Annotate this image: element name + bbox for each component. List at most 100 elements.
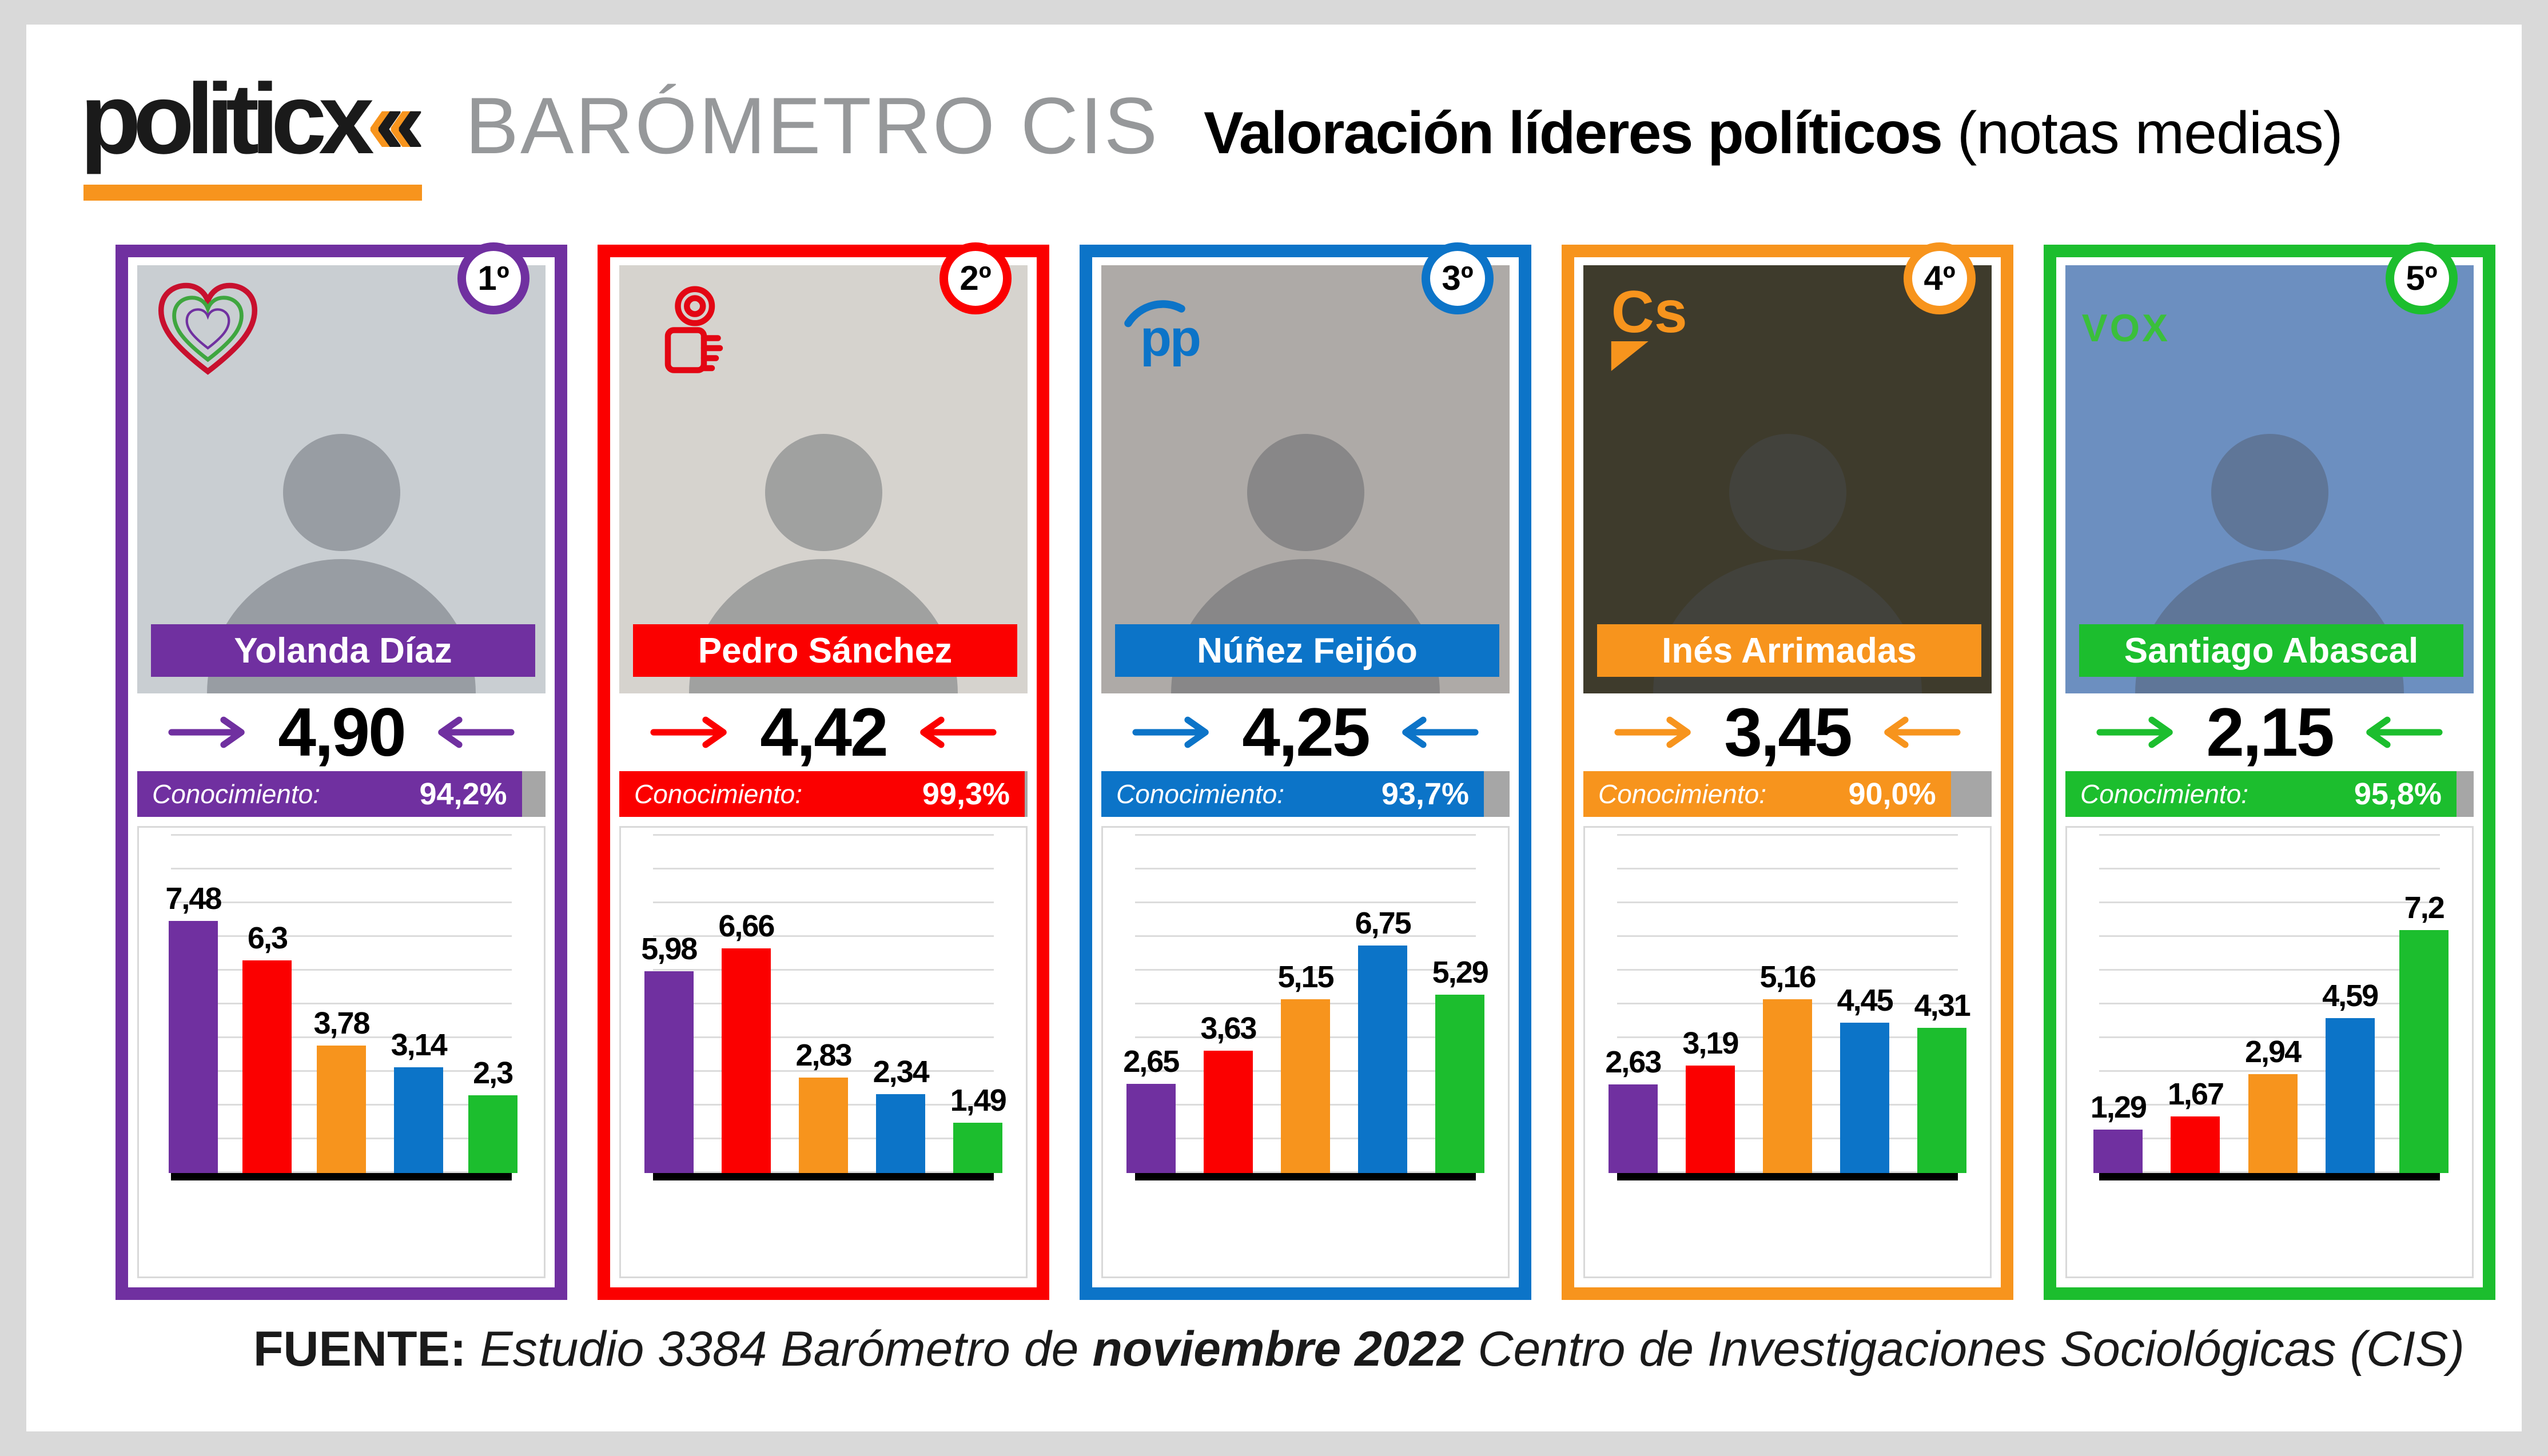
leader-card-yolanda-diaz: 1º Yolanda Díaz 4,90: [116, 242, 567, 1300]
leader-name: Santiago Abascal: [2124, 631, 2419, 671]
bar: [1608, 1084, 1658, 1173]
rank-badge: 5º: [2386, 242, 2458, 314]
bar-group: 3,14: [391, 1027, 448, 1173]
kicker-title: BARÓMETRO CIS: [465, 81, 1160, 170]
conocimiento-bar: Conocimiento: 99,3%: [619, 771, 1028, 817]
chart-plot: 2,63 3,19 5,16 4,45 4,31: [1605, 833, 1971, 1180]
bar-value-label: 2,83: [795, 1038, 852, 1072]
bar-group: 7,48: [165, 881, 222, 1173]
score-row: 3,45: [1574, 696, 2001, 769]
bar: [1840, 1023, 1890, 1173]
bar-group: 3,63: [1200, 1011, 1257, 1173]
rank-label: 3º: [1442, 259, 1474, 297]
leader-card-nunez-feijoo: 3º pp Núñez Feijóo 4,25: [1080, 242, 1531, 1300]
bar-value-label: 7,2: [2404, 891, 2445, 925]
rank-label: 5º: [2406, 259, 2438, 297]
header: politicx« BARÓMETRO CIS Valoración líder…: [80, 69, 2499, 201]
bar: [2325, 1018, 2375, 1173]
bar: [1763, 999, 1812, 1173]
bar-group: 2,65: [1123, 1044, 1180, 1173]
bar-value-label: 2,3: [473, 1056, 513, 1090]
source-text-1: Estudio 3384 Barómetro de: [480, 1322, 1079, 1377]
leader-card-santiago-abascal: 5º VOX Santiago Abascal 2,15: [2044, 242, 2495, 1300]
vox-logo-icon: VOX: [2080, 280, 2192, 380]
score-row: 2,15: [2056, 696, 2483, 769]
bar: [1281, 999, 1330, 1173]
bar: [2248, 1074, 2298, 1173]
bar-group: 5,98: [641, 931, 698, 1173]
conocimiento-value: 94,2%: [419, 777, 507, 811]
chevrons-left-icon: «: [374, 70, 425, 173]
score-value: 3,45: [1724, 694, 1853, 771]
mini-bar-chart: 2,65 3,63 5,15 6,75 5,29: [1101, 826, 1510, 1278]
bar: [242, 960, 292, 1173]
bar-value-label: 1,67: [2167, 1077, 2224, 1111]
bar: [2171, 1116, 2220, 1173]
arrow-left-icon: [1402, 716, 1479, 748]
mini-bar-chart: 5,98 6,66 2,83 2,34 1,49: [619, 826, 1028, 1278]
bar: [953, 1123, 1003, 1173]
bar: [644, 971, 694, 1173]
conocimiento-fill: Conocimiento: 95,8%: [2065, 771, 2457, 817]
bar-value-label: 4,59: [2322, 979, 2379, 1013]
bars-container: 1,29 1,67 2,94 4,59 7,2: [2091, 833, 2449, 1173]
bar-group: 1,29: [2091, 1090, 2147, 1173]
page-title-suffix: (notas medias): [1957, 100, 2343, 166]
page-title-bold: Valoración líderes políticos: [1204, 100, 1943, 166]
bar-value-label: 5,98: [641, 932, 698, 966]
mini-bar-chart: 7,48 6,3 3,78 3,14 2,3: [137, 826, 546, 1278]
score-value: 4,90: [278, 694, 407, 771]
bar-group: 4,59: [2322, 978, 2379, 1173]
score-row: 4,42: [610, 696, 1037, 769]
leader-cards-row: 1º Yolanda Díaz 4,90: [116, 242, 2495, 1300]
bar-value-label: 4,45: [1837, 983, 1894, 1018]
chart-plot: 7,48 6,3 3,78 3,14 2,3: [165, 833, 517, 1180]
arrow-right-icon: [650, 716, 727, 748]
bar: [168, 921, 218, 1173]
bar: [1685, 1066, 1735, 1173]
leader-card-ines-arrimadas: 4º Cs Inés Arrimadas 3,45: [1562, 242, 2013, 1300]
leader-card-pedro-sanchez: 2º Pedro Sánchez 4,42: [598, 242, 1049, 1300]
bar: [1917, 1028, 1967, 1173]
bar-group: 4,45: [1837, 983, 1894, 1173]
rank-label: 1º: [477, 259, 509, 297]
arrow-right-icon: [1614, 716, 1691, 748]
conocimiento-label: Conocimiento:: [1598, 779, 1767, 809]
bar-value-label: 2,65: [1123, 1044, 1180, 1079]
pp-logo-icon: pp: [1116, 280, 1228, 380]
rank-label: 4º: [1924, 259, 1956, 297]
bar-value-label: 1,49: [950, 1083, 1007, 1118]
bar: [876, 1094, 926, 1173]
conocimiento-label: Conocimiento:: [1116, 779, 1285, 809]
score-value: 4,25: [1242, 694, 1371, 771]
conocimiento-label: Conocimiento:: [2080, 779, 2249, 809]
canvas: politicx« BARÓMETRO CIS Valoración líder…: [26, 25, 2522, 1431]
bar-value-label: 3,19: [1682, 1026, 1739, 1060]
bar-value-label: 5,15: [1277, 960, 1334, 994]
bar-value-label: 6,75: [1355, 906, 1412, 940]
chart-plot: 1,29 1,67 2,94 4,59 7,2: [2091, 833, 2449, 1180]
bar-value-label: 3,63: [1200, 1011, 1257, 1046]
bar-group: 6,75: [1355, 905, 1412, 1173]
arrow-left-icon: [920, 716, 997, 748]
bar-group: 5,15: [1277, 959, 1335, 1173]
conocimiento-bar: Conocimiento: 93,7%: [1101, 771, 1510, 817]
bar-value-label: 4,31: [1914, 988, 1971, 1023]
conocimiento-bar: Conocimiento: 95,8%: [2065, 771, 2474, 817]
conocimiento-fill: Conocimiento: 93,7%: [1101, 771, 1484, 817]
bar-group: 6,3: [242, 920, 292, 1173]
bar: [1358, 946, 1408, 1173]
bar-group: 2,94: [2245, 1034, 2302, 1173]
leader-name: Pedro Sánchez: [698, 631, 953, 671]
sumar-heart-logo-icon: [152, 280, 264, 380]
bars-container: 2,65 3,63 5,15 6,75 5,29: [1123, 833, 1489, 1173]
bar-group: 1,49: [950, 1083, 1007, 1173]
bar-group: 3,78: [313, 1006, 371, 1173]
svg-text:Cs: Cs: [1611, 280, 1687, 345]
conocimiento-value: 93,7%: [1381, 777, 1470, 811]
rank-badge: 2º: [939, 242, 1012, 314]
bar-group: 5,16: [1759, 959, 1817, 1173]
bar-group: 1,67: [2167, 1076, 2224, 1173]
conocimiento-label: Conocimiento:: [152, 779, 321, 809]
